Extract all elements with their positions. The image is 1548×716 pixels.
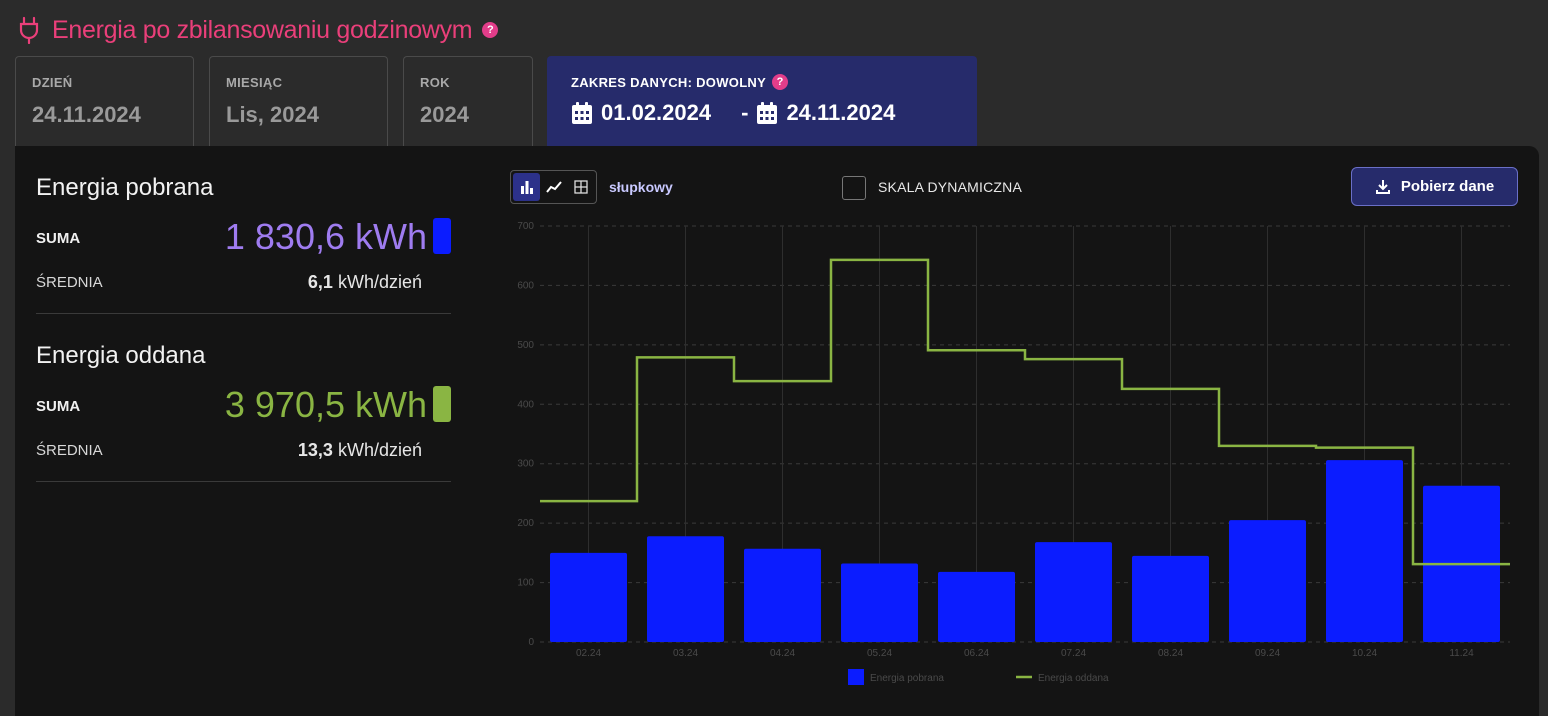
- bar-chart-icon: [520, 181, 533, 194]
- tab-month-label: MIESIĄC: [226, 75, 283, 90]
- returned-avg-label: ŚREDNIA: [36, 442, 103, 459]
- line-chart-icon: [545, 181, 562, 193]
- dynamic-scale-checkbox[interactable]: [842, 176, 866, 200]
- tab-range-label: ZAKRES DANYCH: DOWOLNY: [571, 74, 767, 90]
- x-tick-label: 04.24: [770, 648, 795, 659]
- download-label: Pobierz dane: [1400, 178, 1495, 195]
- x-tick-label: 06.24: [964, 648, 989, 659]
- consumed-avg-unit: kWh/dzień: [332, 272, 422, 292]
- returned-sum-value: 3 970,5 kWh: [224, 384, 427, 425]
- chart-type-toggle: [510, 170, 597, 204]
- bar-energia-pobrana: [647, 536, 724, 642]
- line-chart-button[interactable]: [540, 173, 567, 201]
- returned-sum-label: SUMA: [36, 398, 81, 415]
- tab-month[interactable]: MIESIĄC Lis, 2024: [209, 56, 388, 146]
- calendar-icon[interactable]: [571, 101, 593, 125]
- tab-year-value: 2024: [420, 102, 469, 127]
- tab-day[interactable]: DZIEŃ 24.11.2024: [15, 56, 194, 146]
- help-icon[interactable]: ?: [482, 22, 499, 38]
- y-tick-label: 300: [517, 459, 534, 470]
- x-tick-label: 08.24: [1158, 648, 1183, 659]
- x-tick-label: 10.24: [1352, 648, 1377, 659]
- bar-energia-pobrana: [1229, 520, 1306, 642]
- plug-icon: [19, 16, 39, 44]
- range-separator: -: [741, 100, 749, 125]
- tab-day-value: 24.11.2024: [32, 102, 141, 127]
- tab-month-value: Lis, 2024: [226, 102, 319, 127]
- consumed-avg-label: ŚREDNIA: [36, 274, 103, 291]
- bar-energia-pobrana: [744, 548, 821, 642]
- returned-avg-unit: kWh/dzień: [332, 440, 422, 460]
- download-icon: [1375, 179, 1390, 194]
- returned-avg-value: 13,3 kWh/dzień: [298, 440, 422, 461]
- tab-year-label: ROK: [420, 75, 450, 90]
- returned-stats: Energia oddana SUMA 3 970,5 kWh ŚREDNIA …: [36, 314, 451, 482]
- dynamic-scale-label[interactable]: SKALA DYNAMICZNA: [878, 179, 1023, 195]
- bar-energia-pobrana: [1326, 460, 1403, 642]
- y-tick-label: 0: [528, 637, 534, 648]
- tab-year[interactable]: ROK 2024: [403, 56, 533, 146]
- bar-chart-button[interactable]: [513, 173, 540, 201]
- bar-energia-pobrana: [938, 571, 1015, 642]
- bar-energia-pobrana: [1132, 555, 1209, 642]
- energy-stats: Energia pobrana SUMA 1 830,6 kWh ŚREDNIA…: [36, 146, 451, 482]
- legend-label-energia-oddana: Energia oddana: [1038, 673, 1109, 684]
- line-energia-oddana: [540, 258, 1510, 566]
- x-tick-label: 02.24: [576, 648, 601, 659]
- y-tick-label: 400: [517, 399, 534, 410]
- x-tick-label: 11.24: [1449, 648, 1474, 659]
- legend-label-energia-pobrana: Energia pobrana: [870, 673, 944, 684]
- energy-chart: 0 100 200 300 400 500 600 700 02.24 03.24 04.24 05.…: [517, 221, 1510, 685]
- range-help-icon[interactable]: ?: [772, 74, 789, 90]
- table-view-button[interactable]: [567, 173, 594, 201]
- returned-title: Energia oddana: [36, 342, 206, 369]
- consumed-avg-number: 6,1: [307, 272, 333, 292]
- tab-day-label: DZIEŃ: [32, 75, 73, 90]
- y-tick-label: 100: [517, 578, 534, 589]
- download-button[interactable]: Pobierz dane: [1351, 167, 1518, 206]
- tab-range-label-row: ZAKRES DANYCH: DOWOLNY ?: [571, 74, 953, 90]
- bar-energia-pobrana: [1035, 542, 1112, 642]
- consumed-avg-value: 6,1 kWh/dzień: [308, 272, 422, 293]
- x-tick-label: 09.24: [1255, 648, 1280, 659]
- bar-energia-pobrana: [841, 563, 918, 642]
- range-dates: 01.02.2024 - 24.11.2024: [571, 100, 953, 126]
- consumed-sum-value: 1 830,6 kWh: [224, 216, 427, 257]
- calendar-icon[interactable]: [756, 101, 778, 125]
- range-from[interactable]: 01.02.2024: [601, 100, 712, 125]
- consumed-stats: Energia pobrana SUMA 1 830,6 kWh ŚREDNIA…: [36, 146, 451, 314]
- table-icon: [573, 180, 588, 194]
- returned-color-swatch: [433, 386, 451, 422]
- page-title: Energia po zbilansowaniu godzinowym: [52, 15, 473, 44]
- consumed-sum-label: SUMA: [36, 230, 81, 247]
- x-tick-label: 05.24: [867, 648, 892, 659]
- tab-range[interactable]: ZAKRES DANYCH: DOWOLNY ? 01.02.2024 - 24…: [547, 56, 977, 146]
- consumed-title: Energia pobrana: [36, 174, 214, 201]
- y-tick-label: 700: [517, 221, 534, 232]
- x-tick-label: 07.24: [1061, 648, 1086, 659]
- returned-avg-number: 13,3: [297, 440, 333, 460]
- y-tick-label: 600: [517, 280, 534, 291]
- legend-swatch-energia-pobrana: [848, 669, 864, 685]
- consumed-color-swatch: [433, 218, 451, 254]
- range-to[interactable]: 24.11.2024: [786, 100, 896, 125]
- y-tick-label: 500: [517, 340, 534, 351]
- page-header: Energia po zbilansowaniu godzinowym ?: [16, 12, 499, 48]
- y-tick-label: 200: [517, 518, 534, 529]
- x-tick-label: 03.24: [673, 648, 698, 659]
- bar-energia-pobrana: [550, 552, 627, 642]
- chart-type-label: słupkowy: [609, 179, 673, 195]
